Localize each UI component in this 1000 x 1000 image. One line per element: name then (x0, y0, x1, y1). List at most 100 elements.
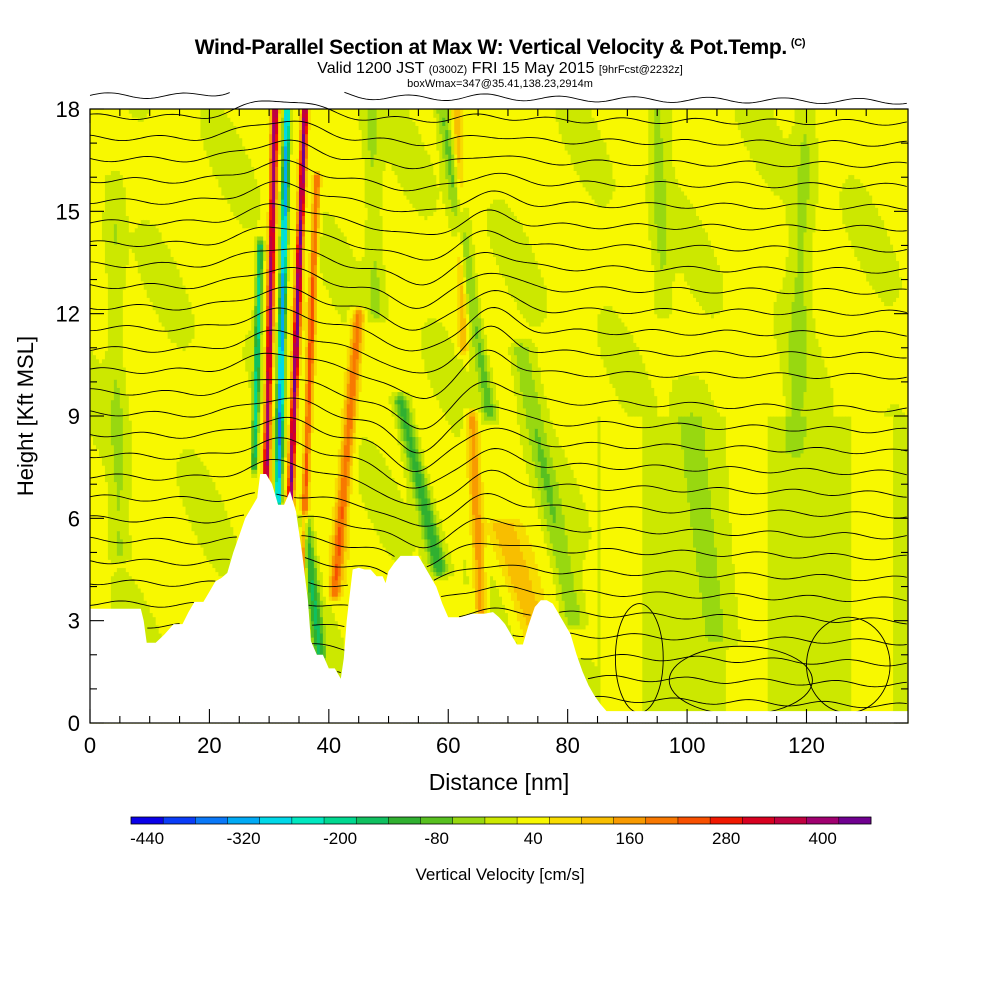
field-cell (269, 350, 273, 368)
field-cell (272, 289, 276, 307)
field-cell (534, 563, 539, 601)
field-cell (209, 477, 214, 564)
field-cell (663, 416, 667, 724)
field-cell (107, 174, 112, 560)
field-cell (460, 264, 464, 286)
field-cell (301, 493, 306, 511)
isentrope-line (89, 416, 907, 473)
colorbar-swatch (388, 817, 421, 824)
field-cell (403, 391, 408, 397)
field-cell (603, 305, 608, 368)
field-cell (269, 334, 273, 352)
field-cell (331, 612, 336, 687)
field-cell (281, 456, 285, 474)
field-cell (284, 293, 288, 315)
field-cell (543, 109, 548, 286)
field-cell (337, 600, 342, 630)
field-cell (457, 178, 461, 200)
field-cell (245, 227, 249, 335)
field-cell (454, 133, 458, 155)
field-cell (609, 162, 614, 200)
field-cell (263, 420, 267, 433)
field-cell (436, 199, 440, 323)
field-cell (785, 416, 790, 454)
field-cell (451, 235, 455, 343)
field-cell (472, 346, 476, 409)
field-cell (519, 608, 524, 630)
field-cell (540, 530, 545, 589)
field-cell (385, 317, 390, 466)
field-cell (427, 317, 431, 380)
field-cell (394, 481, 399, 564)
field-cell (301, 215, 306, 225)
field-cell (430, 571, 434, 581)
field-cell (403, 395, 408, 401)
field-cell (212, 109, 216, 176)
field-cell (857, 178, 861, 262)
field-cell (337, 473, 342, 491)
field-cell (149, 223, 154, 302)
field-cell (863, 186, 867, 274)
field-cell (731, 109, 736, 564)
field-cell (284, 338, 288, 401)
field-cell (773, 109, 778, 118)
field-cell (779, 199, 784, 290)
colorbar-swatch (131, 817, 164, 824)
field-cell (442, 158, 446, 204)
field-cell (128, 497, 133, 536)
field-cell (218, 109, 222, 188)
field-cell (463, 350, 467, 356)
field-cell (481, 411, 485, 425)
field-cell (116, 170, 121, 388)
field-cell (421, 473, 425, 487)
field-cell (842, 223, 846, 417)
field-cell (334, 534, 339, 564)
isentrope-line (89, 579, 907, 603)
field-cell (358, 260, 363, 307)
field-cell (660, 317, 664, 417)
field-cell (496, 559, 500, 589)
field-cell (418, 215, 422, 438)
field-cell (690, 293, 694, 376)
field-cell (693, 109, 697, 208)
field-cell (298, 244, 303, 266)
field-cell (496, 399, 500, 425)
field-cell (343, 109, 348, 237)
field-cell (567, 109, 572, 155)
field-cell (290, 420, 294, 433)
field-cell (287, 211, 291, 245)
field-cell (785, 223, 790, 257)
field-cell (693, 416, 697, 548)
field-cell (636, 109, 640, 348)
box-wmax-info: boxWmax=347@35.41,138.23,2914m (407, 78, 593, 90)
field-cell (684, 109, 688, 196)
field-cell (257, 432, 261, 462)
field-cell (293, 452, 297, 466)
field-cell (878, 109, 882, 217)
field-cell (358, 444, 363, 495)
field-cell (418, 526, 422, 556)
field-cell (418, 510, 422, 528)
field-cell (812, 317, 817, 724)
field-cell (197, 456, 202, 544)
field-cell (394, 428, 399, 483)
field-cell (603, 207, 608, 307)
field-cell (349, 354, 354, 372)
field-cell (278, 109, 282, 114)
field-cell (699, 379, 703, 417)
field-cell (113, 244, 118, 380)
field-cell (499, 522, 503, 548)
field-cell (504, 563, 509, 585)
field-cell (424, 465, 428, 478)
field-cell (815, 137, 820, 204)
field-cell (403, 452, 408, 478)
isentrope-line (89, 159, 907, 192)
field-cell (364, 309, 369, 438)
field-cell (406, 399, 411, 409)
field-cell (540, 321, 545, 384)
field-cell (352, 305, 357, 311)
field-cell (293, 342, 297, 356)
field-cell (340, 407, 345, 442)
field-cell (678, 272, 682, 376)
